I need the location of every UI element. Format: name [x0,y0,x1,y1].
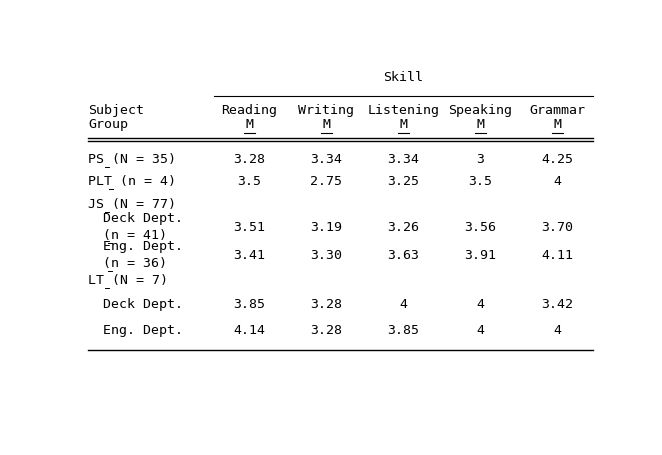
Text: Deck Dept.: Deck Dept. [103,298,183,311]
Text: 2.75: 2.75 [310,175,342,188]
Text: Grammar: Grammar [530,104,585,117]
Text: Writing: Writing [299,104,354,117]
Text: PLT (n = 4): PLT (n = 4) [88,175,176,188]
Text: 4.25: 4.25 [542,153,573,166]
Text: 3.28: 3.28 [310,324,342,337]
Text: 3.42: 3.42 [542,298,573,311]
Text: 3.85: 3.85 [234,298,265,311]
Text: PS (N = 35): PS (N = 35) [88,153,176,166]
Text: 3.70: 3.70 [542,221,573,234]
Text: 4: 4 [477,298,485,311]
Text: 3.91: 3.91 [464,249,496,262]
Text: 3.25: 3.25 [387,175,420,188]
Text: 3.19: 3.19 [310,221,342,234]
Text: Eng. Dept.: Eng. Dept. [103,324,183,337]
Text: 3.5: 3.5 [238,175,261,188]
Text: 3.41: 3.41 [234,249,265,262]
Text: 3.51: 3.51 [234,221,265,234]
Text: Reading: Reading [222,104,277,117]
Text: 3.28: 3.28 [310,298,342,311]
Text: Eng. Dept.: Eng. Dept. [103,240,183,253]
Text: M: M [553,118,561,131]
Text: 3.63: 3.63 [387,249,420,262]
Text: M: M [399,118,407,131]
Text: 3.85: 3.85 [387,324,420,337]
Text: M: M [477,118,485,131]
Text: (n = 41): (n = 41) [103,229,167,242]
Text: Skill: Skill [383,71,424,84]
Text: 4: 4 [553,324,561,337]
Text: Deck Dept.: Deck Dept. [103,212,183,225]
Text: 4.11: 4.11 [542,249,573,262]
Text: LT (N = 7): LT (N = 7) [88,274,168,287]
Text: 3.34: 3.34 [310,153,342,166]
Text: 3: 3 [477,153,485,166]
Text: Subject: Subject [88,104,144,117]
Text: 3.28: 3.28 [234,153,265,166]
Text: 4: 4 [553,175,561,188]
Text: 3.5: 3.5 [468,175,493,188]
Text: M: M [246,118,254,131]
Text: 3.56: 3.56 [464,221,496,234]
Text: Listening: Listening [367,104,440,117]
Text: 4: 4 [477,324,485,337]
Text: 4.14: 4.14 [234,324,265,337]
Text: 4: 4 [399,298,407,311]
Text: 3.26: 3.26 [387,221,420,234]
Text: 3.34: 3.34 [387,153,420,166]
Text: M: M [322,118,330,131]
Text: 3.30: 3.30 [310,249,342,262]
Text: Group: Group [88,118,128,131]
Text: JS (N = 77): JS (N = 77) [88,198,176,211]
Text: Speaking: Speaking [448,104,512,117]
Text: (n = 36): (n = 36) [103,257,167,270]
